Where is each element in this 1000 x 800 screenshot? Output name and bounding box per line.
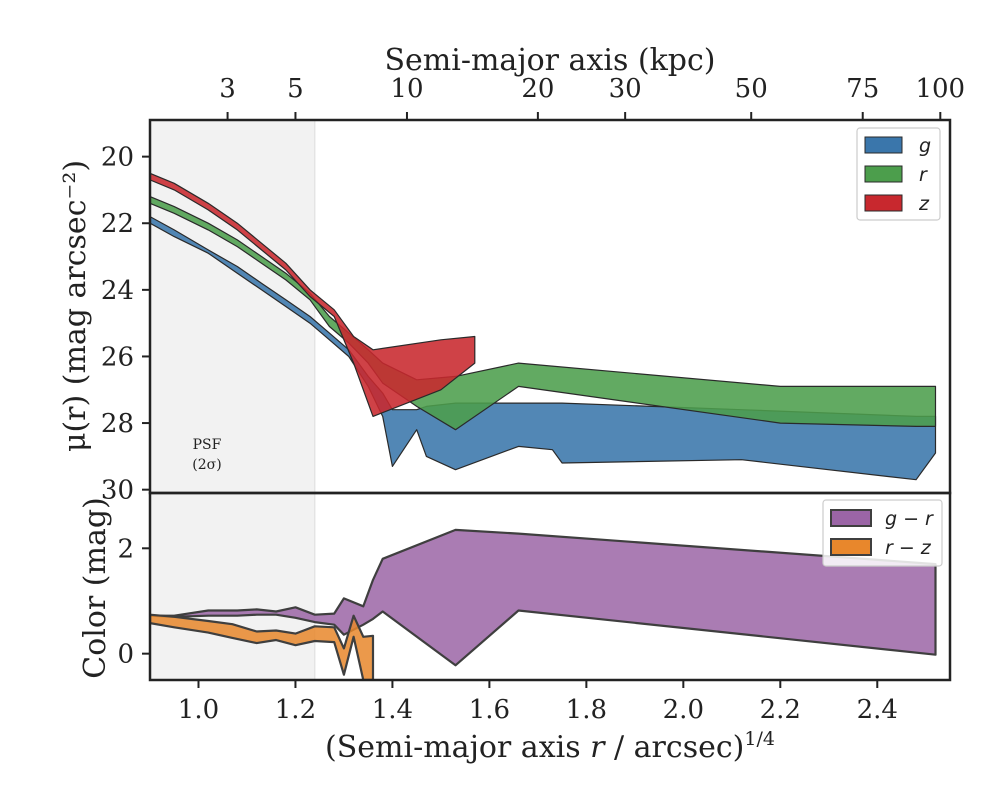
legend-swatch-r	[864, 165, 903, 183]
band-g-r	[150, 528, 937, 667]
x-axis-tick-label: 2.2	[760, 695, 801, 725]
x-axis-tick-label: 1.4	[372, 695, 413, 725]
top-axis-tick-label: 75	[846, 74, 879, 104]
x-axis-tick-label: 1.6	[469, 695, 510, 725]
x-axis-tick-label: 1.8	[566, 695, 607, 725]
legend-label-g: g	[919, 135, 931, 157]
psf-shade-bottom	[150, 493, 315, 680]
legend-label-r: r	[919, 164, 928, 186]
x-axis-ticks: 1.0 1.2 1.4 1.6 1.8 2.0 2.2 2.4	[178, 680, 898, 725]
surface-brightness-bands	[150, 172, 937, 481]
color-legend: g − r r − z	[822, 499, 943, 567]
psf-region	[150, 120, 315, 680]
top-axis-tick-label: 10	[390, 74, 423, 104]
top-axis-title: Semi-major axis (kpc)	[385, 43, 716, 78]
y-axis-tick-label: 24	[101, 276, 134, 306]
band-z	[150, 172, 476, 417]
psf-sigma-label: (2σ)	[192, 457, 221, 473]
legend-label-r-minus-z: r − z	[885, 537, 932, 559]
x-axis-tick-label: 2.4	[857, 695, 898, 725]
legend-label-g-minus-r: g − r	[885, 508, 934, 530]
top-axis-tick-label: 100	[915, 74, 965, 104]
legend-label-z: z	[918, 193, 930, 215]
bottom-panel-frame	[148, 491, 952, 682]
legend-swatch-g-minus-r	[830, 509, 872, 527]
top-axis-tick-label: 50	[735, 74, 768, 104]
y-axis-tick-label: 0	[117, 640, 134, 670]
surface-brightness-y-axis-title: μ(r) (mag arcsec⁻²)	[58, 160, 93, 452]
top-axis-tick-label: 5	[287, 74, 304, 104]
y-axis-tick-label: 22	[101, 209, 134, 239]
x-axis-tick-label: 1.2	[275, 695, 316, 725]
y-axis-tick-label: 30	[101, 476, 134, 506]
color-bands	[150, 528, 937, 680]
y-axis-tick-label: 20	[101, 143, 134, 173]
y-axis-tick-label: 28	[101, 409, 134, 439]
y-axis-tick-label: 26	[101, 342, 134, 372]
surface-brightness-y-ticks: 20 22 24 26 28 30	[101, 143, 150, 506]
color-y-axis-title: Color (mag)	[78, 497, 113, 679]
x-axis-tick-label: 2.0	[663, 695, 704, 725]
band-r-z	[150, 613, 375, 680]
x-axis-title: (Semi-major axis r / arcsec)1/4	[325, 728, 775, 765]
legend-swatch-z	[864, 194, 903, 212]
y-axis-tick-label: 2	[117, 534, 134, 564]
top-axis-tick-label: 20	[521, 74, 554, 104]
legend-swatch-r-minus-z	[830, 538, 872, 556]
x-axis-tick-label: 1.0	[178, 695, 219, 725]
psf-label: PSF	[193, 437, 222, 453]
color-y-ticks: 02	[117, 534, 150, 670]
legend-swatch-g	[864, 136, 903, 154]
surface-brightness-legend: g r z	[856, 127, 941, 221]
top-axis-ticks: 3 5 10 20 30 50 75 100	[219, 74, 965, 120]
top-axis-tick-label: 30	[609, 74, 642, 104]
top-axis-tick-label: 3	[219, 74, 236, 104]
